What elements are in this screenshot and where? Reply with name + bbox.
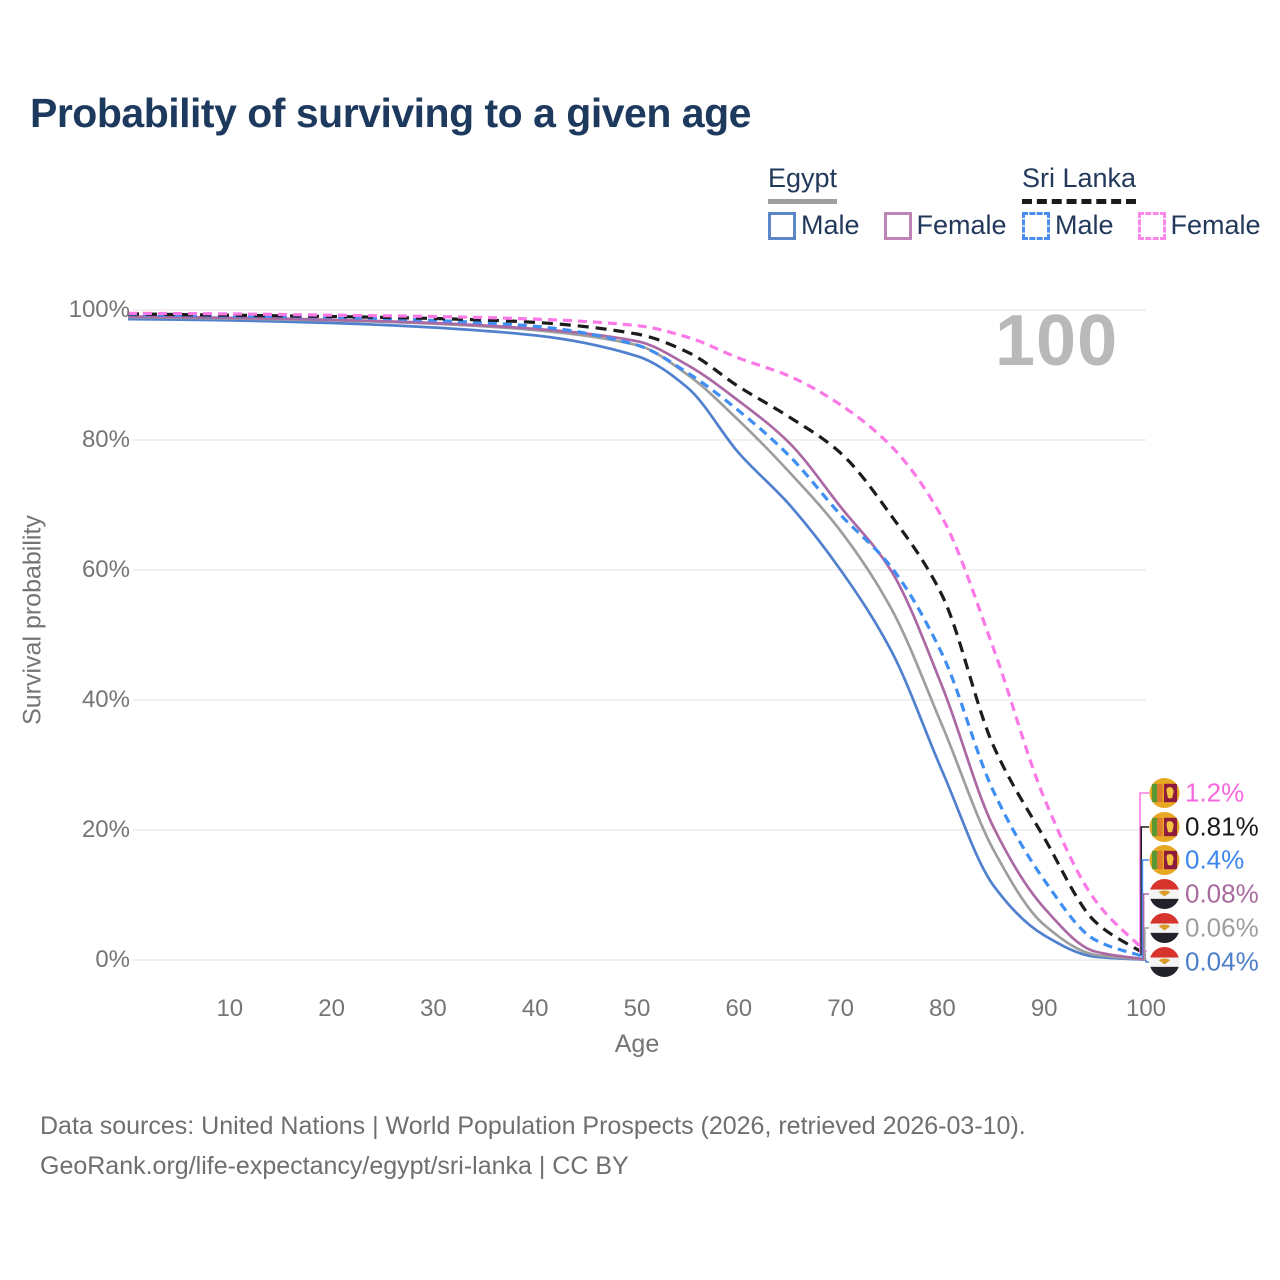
y-axis-title: Survival probability	[18, 515, 47, 725]
y-tick-label: 60%	[81, 556, 130, 583]
x-tick-label: 10	[216, 995, 244, 1022]
end-value-label: 0.06%	[1185, 912, 1259, 943]
end-label-egypt-total: 0.06%	[1149, 913, 1259, 944]
legend-swatch	[883, 211, 912, 240]
end-label-sri-lanka-female: 1.2%	[1149, 778, 1244, 809]
y-tick-label: 100%	[68, 296, 130, 323]
legend-item-label: Male	[1055, 210, 1114, 240]
x-tick-label: 90	[1030, 995, 1058, 1022]
legend-item-sri-lanka-female[interactable]: Female	[1137, 210, 1261, 241]
page-title: Probability of surviving to a given age	[30, 90, 751, 136]
legend-country-label[interactable]: Egypt	[768, 163, 838, 204]
footer: Data sources: United Nations | World Pop…	[40, 1106, 1026, 1186]
legend-item-egypt-female[interactable]: Female	[883, 210, 1007, 241]
end-label-sri-lanka-total: 0.81%	[1149, 812, 1259, 843]
x-tick-label: 50	[623, 995, 651, 1022]
data-sources-note: Data sources: United Nations | World Pop…	[40, 1112, 1026, 1140]
end-label-sri-lanka-male: 0.4%	[1149, 845, 1244, 876]
y-tick-label: 0%	[95, 946, 130, 973]
curve-sri-lanka-female[interactable]	[127, 311, 1148, 954]
curve-sri-lanka-total[interactable]	[127, 312, 1147, 957]
curve-egypt-female[interactable]	[127, 315, 1147, 961]
x-tick-label: 40	[521, 995, 549, 1022]
legend-group-sri-lanka: Sri Lanka Male Female	[1022, 163, 1261, 241]
legend-group-egypt: Egypt Male Female	[768, 163, 1007, 241]
attribution-note: GeoRank.org/life-expectancy/egypt/sri-la…	[40, 1152, 629, 1180]
end-value-label: 0.08%	[1185, 878, 1259, 909]
gridlines	[133, 309, 1146, 961]
sri-lanka-flag-icon	[1149, 844, 1180, 876]
x-tick-label: 20	[318, 995, 345, 1022]
y-tick-label: 20%	[81, 816, 130, 843]
x-tick-label: 100	[1125, 995, 1167, 1022]
y-tick-label: 40%	[81, 686, 130, 713]
end-value-label: 0.81%	[1185, 811, 1259, 842]
leader-line	[1144, 927, 1149, 961]
curve-sri-lanka-male[interactable]	[127, 312, 1147, 959]
curves	[127, 311, 1148, 962]
x-tick-label: 80	[929, 995, 956, 1022]
sri-lanka-flag-icon	[1149, 777, 1180, 809]
legend-item-label: Female	[916, 210, 1007, 240]
end-value-label: 0.04%	[1185, 946, 1259, 977]
legend-item-egypt-male[interactable]: Male	[768, 210, 860, 241]
end-value-label: 0.4%	[1185, 844, 1245, 875]
y-tick-label: 80%	[81, 426, 130, 453]
x-tick-label: 30	[420, 995, 447, 1022]
legend-item-label: Female	[1170, 210, 1261, 240]
x-axis-title: Age	[614, 1030, 660, 1058]
x-tick-label: 60	[725, 995, 753, 1022]
max-age-watermark: 100	[995, 301, 1119, 381]
legend-swatch	[1137, 211, 1166, 240]
legend-country-label[interactable]: Sri Lanka	[1022, 163, 1137, 204]
curve-egypt-male[interactable]	[127, 317, 1147, 962]
legend-swatch	[768, 211, 796, 240]
egypt-flag-icon	[1149, 946, 1180, 978]
end-value-label: 1.2%	[1185, 777, 1245, 808]
sri-lanka-flag-icon	[1149, 811, 1180, 843]
end-label-egypt-male: 0.04%	[1149, 947, 1259, 978]
x-tick-label: 70	[827, 995, 854, 1022]
curve-egypt-total[interactable]	[127, 315, 1147, 961]
leader-line	[1145, 959, 1149, 963]
egypt-flag-icon	[1149, 878, 1180, 910]
legend-item-sri-lanka-male[interactable]: Male	[1022, 210, 1114, 241]
end-label-egypt-female: 0.08%	[1149, 879, 1259, 910]
legend-item-label: Male	[801, 210, 860, 240]
egypt-flag-icon	[1149, 912, 1180, 944]
legend-swatch	[1022, 211, 1050, 240]
leader-lines	[1139, 792, 1149, 963]
